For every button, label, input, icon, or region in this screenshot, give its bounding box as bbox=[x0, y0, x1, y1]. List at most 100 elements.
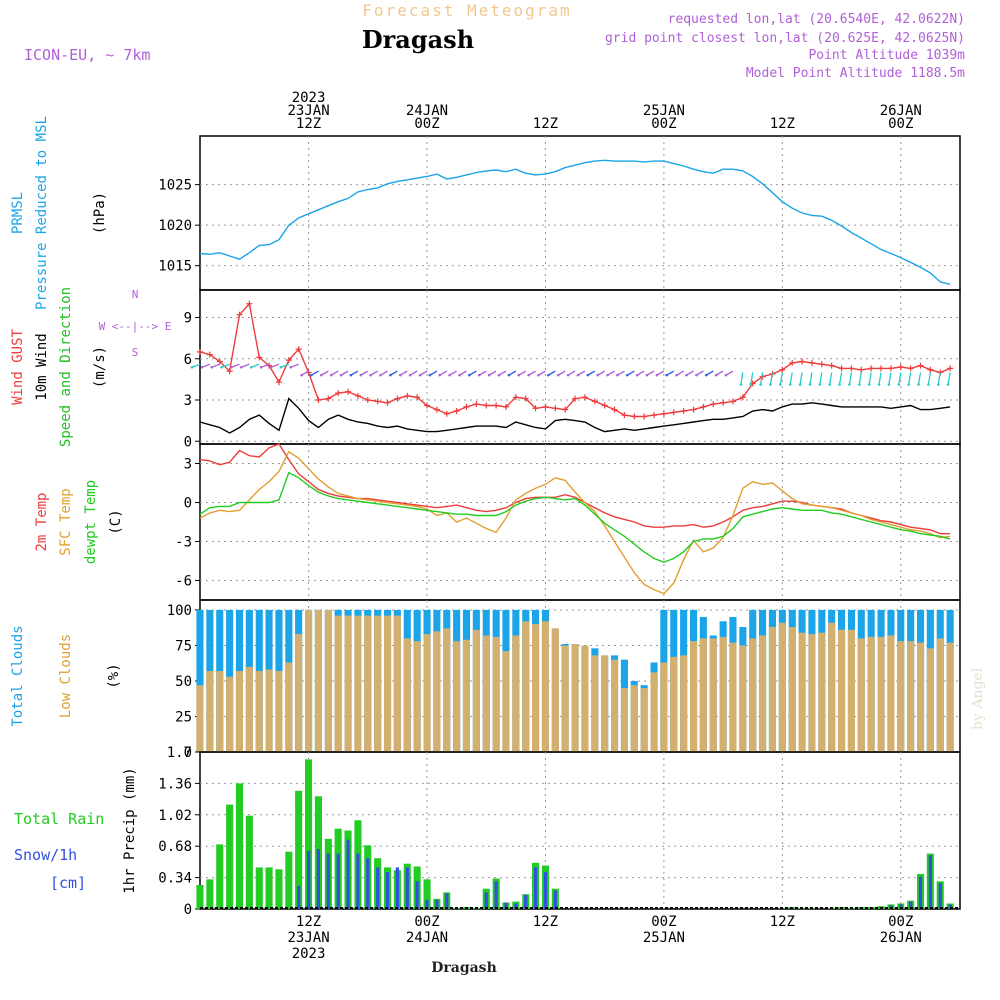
wind-direction-arrow bbox=[838, 372, 843, 385]
wind-direction-arrow bbox=[750, 372, 754, 385]
gust-marker bbox=[552, 405, 559, 412]
wind-direction-arrow bbox=[769, 372, 774, 385]
gust-marker bbox=[710, 401, 717, 408]
bar-precip-1 bbox=[494, 881, 498, 909]
wind-direction-arrowhead bbox=[779, 383, 782, 386]
gust-marker bbox=[927, 366, 934, 373]
wind-direction-arrowhead bbox=[635, 373, 639, 377]
wind-direction-arrowhead bbox=[695, 373, 698, 377]
top-time-label: 12Z bbox=[770, 116, 795, 132]
wind-direction-arrowhead bbox=[848, 383, 851, 386]
bar-clouds-0 bbox=[196, 609, 204, 752]
bar-clouds-1 bbox=[670, 656, 678, 752]
wind-direction-arrowhead bbox=[596, 373, 599, 377]
bar-clouds-1 bbox=[640, 688, 648, 752]
bar-precip-0 bbox=[255, 867, 263, 909]
gust-marker bbox=[838, 365, 845, 372]
bar-clouds-1 bbox=[630, 685, 638, 752]
precip-side-label: Snow/1h bbox=[14, 846, 77, 864]
wind-direction-arrow bbox=[201, 363, 211, 368]
bar-precip-0 bbox=[295, 790, 303, 909]
wind-direction-arrow bbox=[888, 372, 892, 385]
bar-clouds-1 bbox=[788, 627, 796, 752]
bar-clouds-1 bbox=[561, 645, 569, 752]
wind-direction-arrowhead bbox=[917, 383, 920, 386]
bar-clouds-1 bbox=[206, 671, 214, 752]
precip-side-label: Total Rain bbox=[14, 810, 104, 828]
wind-direction-arrow bbox=[538, 370, 546, 376]
bar-clouds-1 bbox=[946, 642, 954, 752]
gust-marker bbox=[729, 398, 736, 405]
gust-marker bbox=[947, 365, 954, 372]
bar-clouds-1 bbox=[305, 609, 313, 752]
gust-marker bbox=[197, 348, 203, 355]
bar-precip-1 bbox=[415, 881, 419, 909]
y-axis-label: 1hr Precip (mm) bbox=[122, 767, 138, 893]
gust-marker bbox=[828, 362, 835, 369]
gridpoint-coords: grid point closest lon,lat (20.625E, 42.… bbox=[605, 31, 965, 46]
wind-direction-arrow bbox=[696, 370, 704, 376]
gust-marker bbox=[808, 359, 815, 366]
panel-frame bbox=[199, 443, 961, 601]
bar-precip-1 bbox=[928, 855, 932, 909]
y-tick-label: 1.7 bbox=[167, 745, 192, 761]
bar-clouds-1 bbox=[551, 628, 559, 752]
watermark: by Angel bbox=[970, 667, 986, 730]
y-tick-label: -3 bbox=[175, 535, 192, 551]
y-axis-label: Wind GUST bbox=[10, 329, 26, 405]
gust-marker bbox=[789, 359, 796, 366]
wind-direction-arrow bbox=[617, 370, 625, 376]
bar-precip-1 bbox=[376, 867, 380, 909]
wind-direction-arrow bbox=[399, 370, 408, 376]
bar-clouds-1 bbox=[443, 628, 451, 752]
gust-marker bbox=[562, 406, 569, 413]
wind-direction-arrowhead bbox=[907, 383, 910, 386]
bar-precip-1 bbox=[504, 902, 508, 909]
gust-marker bbox=[256, 354, 263, 361]
wind-direction-arrow bbox=[449, 370, 457, 376]
panel-precip: 0 0.34 0.68 1.02 1.36 1.7 1hr Precip (mm) Total… bbox=[14, 745, 961, 918]
bar-clouds-1 bbox=[818, 632, 826, 752]
wind-direction-arrowhead bbox=[408, 373, 412, 377]
gust-marker bbox=[581, 394, 588, 401]
wind-direction-arrowhead bbox=[468, 373, 471, 377]
wind-direction-arrow bbox=[607, 370, 615, 376]
wind-direction-arrowhead bbox=[259, 365, 263, 369]
bottom-time-label: 00Z bbox=[414, 914, 439, 930]
wind-direction-arrow bbox=[597, 370, 605, 376]
bar-precip-1 bbox=[385, 872, 390, 909]
bar-clouds-1 bbox=[838, 629, 846, 752]
wind-direction-arrowhead bbox=[877, 383, 881, 386]
bar-clouds-1 bbox=[334, 615, 342, 752]
wind-direction-arrow bbox=[390, 370, 398, 376]
wind-direction-arrow bbox=[868, 372, 872, 385]
gust-marker bbox=[848, 365, 855, 372]
bar-clouds-1 bbox=[462, 639, 470, 752]
bar-clouds-1 bbox=[907, 641, 915, 752]
panel-frame bbox=[199, 599, 961, 753]
panel-frame bbox=[199, 751, 961, 910]
bottom-time-label: 00Z bbox=[651, 914, 676, 930]
bar-precip-0 bbox=[235, 783, 243, 909]
gust-marker bbox=[463, 403, 470, 410]
wind-direction-arrowhead bbox=[576, 373, 580, 377]
bar-clouds-1 bbox=[393, 615, 401, 752]
bar-clouds-1 bbox=[226, 676, 234, 752]
y-tick-label: 0.68 bbox=[158, 839, 192, 855]
wind-direction-arrowhead bbox=[220, 365, 223, 369]
y-tick-label: 6 bbox=[184, 352, 192, 368]
gust-marker bbox=[631, 413, 638, 420]
wind-direction-arrow bbox=[819, 372, 823, 385]
wind-direction-arrowhead bbox=[739, 383, 743, 386]
wind-direction-arrow bbox=[498, 370, 507, 376]
bar-clouds-1 bbox=[472, 629, 480, 752]
bottom-time-label: 25JAN bbox=[643, 930, 685, 946]
gust-marker bbox=[216, 358, 223, 365]
wind-direction-arrowhead bbox=[438, 373, 442, 377]
gust-marker bbox=[414, 394, 421, 401]
wind-direction-arrowhead bbox=[527, 373, 530, 377]
gust-marker bbox=[374, 398, 381, 405]
bar-clouds-1 bbox=[354, 615, 362, 752]
series-line-1 bbox=[199, 450, 951, 595]
